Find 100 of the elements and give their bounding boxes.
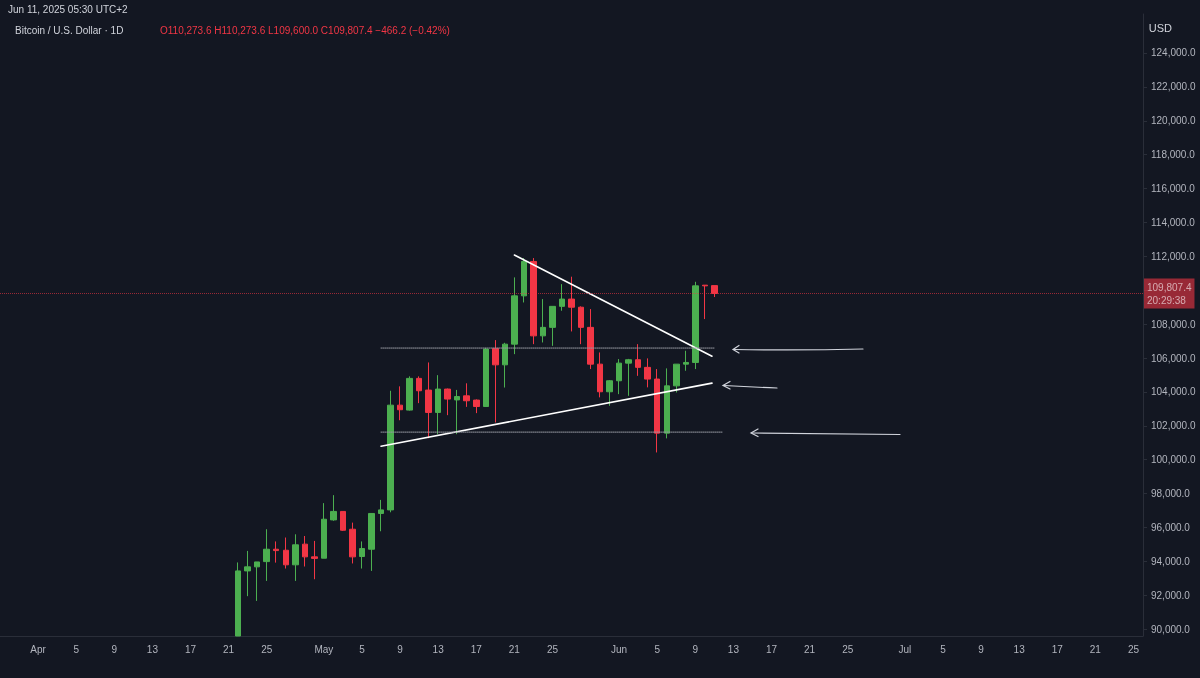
x-tick-label: 13 bbox=[146, 643, 159, 655]
candlestick bbox=[473, 398, 480, 414]
candlestick bbox=[568, 276, 575, 332]
candlestick bbox=[444, 388, 451, 416]
candlestick bbox=[587, 308, 594, 370]
candlestick bbox=[692, 281, 699, 370]
candlestick bbox=[435, 374, 441, 435]
y-tick-label: 108,000.0 bbox=[1151, 318, 1196, 330]
candlestick bbox=[521, 257, 527, 303]
candlestick bbox=[263, 528, 270, 582]
candlestick bbox=[711, 285, 718, 298]
candlestick bbox=[454, 389, 460, 435]
candlestick bbox=[530, 257, 537, 345]
candlestick bbox=[625, 358, 632, 397]
candlestick bbox=[406, 375, 413, 412]
x-tick-label: May bbox=[314, 643, 334, 655]
x-tick-label: 25 bbox=[1127, 643, 1140, 655]
candlestick bbox=[330, 494, 337, 522]
x-tick-label: 25 bbox=[546, 643, 559, 655]
candlestick bbox=[283, 537, 289, 570]
ref-line-label: 109,807.4 bbox=[1147, 281, 1192, 293]
candlestick bbox=[702, 284, 708, 320]
y-tick-label: 102,000.0 bbox=[1151, 420, 1196, 432]
text: 20:29:38 bbox=[1147, 294, 1187, 306]
y-tick-label: 92,000.0 bbox=[1151, 589, 1191, 601]
x-tick-label: 9 bbox=[111, 643, 118, 655]
x-tick-label: 5 bbox=[359, 643, 366, 655]
candlestick bbox=[273, 540, 279, 564]
candlestick bbox=[387, 390, 394, 513]
x-tick-label: 25 bbox=[842, 643, 854, 655]
candlestick bbox=[254, 561, 260, 602]
candlestick bbox=[368, 512, 375, 572]
x-tick-label: 9 bbox=[397, 643, 404, 655]
x-tick-label: 17 bbox=[470, 643, 483, 655]
y-tick-label: 114,000.0 bbox=[1151, 216, 1196, 228]
x-tick-label: 21 bbox=[508, 643, 521, 655]
candlestick bbox=[644, 357, 651, 388]
candlestick bbox=[425, 361, 432, 439]
candlestick bbox=[683, 350, 689, 372]
text: Bitcoin / U.S. Dollar · 1D bbox=[15, 24, 124, 36]
x-tick-label: Jun bbox=[611, 643, 628, 655]
candlestick bbox=[321, 502, 327, 559]
candlestick bbox=[235, 561, 241, 637]
candlestick bbox=[606, 379, 613, 407]
x-tick-label: 21 bbox=[1089, 643, 1102, 655]
x-tick-label: Jul bbox=[898, 643, 912, 655]
candlestick bbox=[359, 540, 365, 570]
candlestick bbox=[492, 339, 499, 423]
x-tick-label: 5 bbox=[940, 643, 947, 655]
candlestick bbox=[559, 283, 565, 312]
candlestick bbox=[502, 342, 508, 389]
x-tick-label: 13 bbox=[1013, 643, 1026, 655]
candlestick bbox=[654, 368, 660, 453]
candlestick bbox=[349, 522, 356, 564]
x-tick-label: 5 bbox=[654, 643, 661, 655]
x-tick-label: 21 bbox=[804, 643, 816, 655]
y-tick-label: 124,000.0 bbox=[1151, 47, 1196, 59]
y-tick-label: 120,000.0 bbox=[1151, 115, 1196, 127]
x-tick-label: 13 bbox=[727, 643, 740, 655]
y-tick-label: 98,000.0 bbox=[1151, 488, 1191, 500]
text: O110,273.6 H110,273.6 L109,600.0 C109,807.4 −466.2 (−0.42%) bbox=[160, 24, 450, 36]
candlestick bbox=[540, 298, 546, 343]
x-tick-label: 5 bbox=[73, 643, 80, 655]
candlestick bbox=[483, 347, 489, 408]
candlestick bbox=[311, 540, 318, 580]
x-tick-label: 13 bbox=[432, 643, 445, 655]
candlestick bbox=[511, 276, 518, 355]
x-tick-label: 17 bbox=[1051, 643, 1064, 655]
x-tick-label: 25 bbox=[261, 643, 273, 655]
candlestick bbox=[635, 343, 641, 377]
candlestick bbox=[378, 499, 384, 532]
y-tick-label: 100,000.0 bbox=[1151, 454, 1196, 466]
candlestick bbox=[616, 358, 622, 395]
y-tick-label: 112,000.0 bbox=[1151, 250, 1196, 262]
candlestick bbox=[416, 375, 422, 404]
annotation: Jun 11, 2025 05:30 UTC+2 bbox=[8, 3, 129, 15]
x-tick-label: 9 bbox=[978, 643, 985, 655]
x-tick-label: 9 bbox=[692, 643, 699, 655]
candlestick bbox=[302, 535, 308, 568]
y-tick-label: 94,000.0 bbox=[1151, 555, 1191, 567]
x-tick-label: 17 bbox=[184, 643, 197, 655]
candlestick bbox=[664, 367, 670, 439]
candlestick bbox=[463, 382, 470, 408]
candlestick bbox=[340, 510, 346, 532]
y-tick-label: 90,000.0 bbox=[1151, 623, 1191, 635]
candlestick bbox=[549, 305, 556, 347]
candlestick bbox=[597, 351, 603, 398]
candlestick bbox=[673, 363, 680, 393]
x-tick-label: Apr bbox=[30, 643, 47, 655]
y-tick-label: 104,000.0 bbox=[1151, 386, 1196, 398]
y-tick-label: 106,000.0 bbox=[1151, 352, 1196, 364]
candlestick bbox=[244, 550, 251, 597]
y-tick-label: 118,000.0 bbox=[1151, 149, 1196, 161]
x-tick-label: 17 bbox=[765, 643, 778, 655]
y-tick-label: 116,000.0 bbox=[1151, 183, 1196, 195]
x-tick-label: 21 bbox=[223, 643, 235, 655]
y-axis-title: USD bbox=[1148, 21, 1173, 34]
y-tick-label: 122,000.0 bbox=[1151, 81, 1196, 93]
y-tick-label: 96,000.0 bbox=[1151, 522, 1191, 534]
candlestick bbox=[292, 533, 299, 582]
